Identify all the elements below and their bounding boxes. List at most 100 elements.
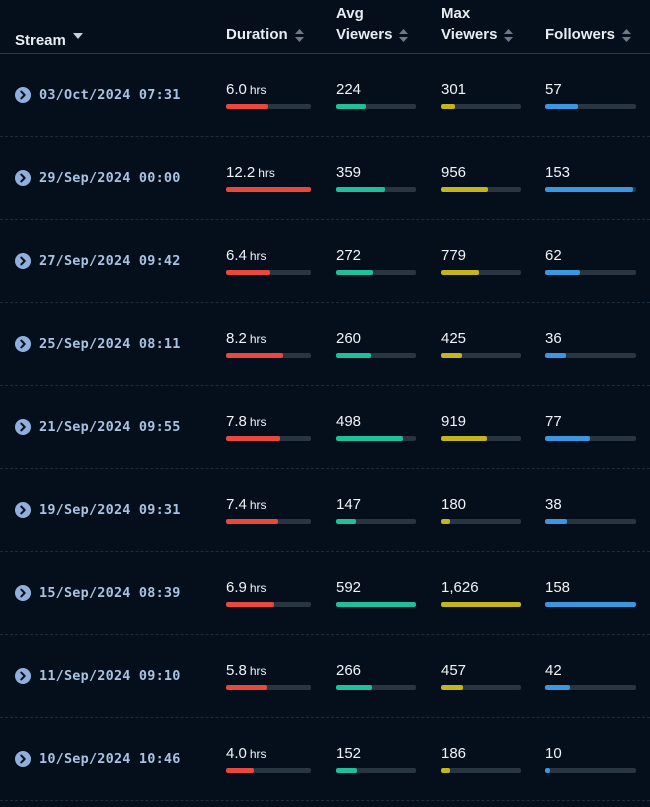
avg-viewers-bar <box>336 602 416 607</box>
expand-chevron-icon[interactable] <box>15 585 31 601</box>
duration-cell: 6.9 hrs <box>226 579 311 607</box>
max-viewers-value: 180 <box>441 496 467 513</box>
table-row[interactable]: 11/Sep/2024 09:10 5.8 hrs 266 457 42 <box>0 635 650 718</box>
stream-date-link[interactable]: 19/Sep/2024 09:31 <box>39 502 181 518</box>
duration-column-header[interactable]: Duration <box>226 24 304 45</box>
followers-bar-fill <box>545 685 570 690</box>
max-viewers-value: 1,626 <box>441 579 479 596</box>
followers-value: 77 <box>545 413 562 430</box>
stream-date-link[interactable]: 11/Sep/2024 09:10 <box>39 668 181 684</box>
table-row[interactable]: 03/Oct/2024 07:31 6.0 hrs 224 301 57 <box>0 54 650 137</box>
expand-chevron-icon[interactable] <box>15 419 31 435</box>
table-row[interactable]: 25/Sep/2024 08:11 8.2 hrs 260 425 36 <box>0 303 650 386</box>
duration-value: 6.9 <box>226 579 247 596</box>
expand-chevron-icon[interactable] <box>15 502 31 518</box>
followers-bar-fill <box>545 270 581 275</box>
max-viewers-bar-fill <box>441 768 450 773</box>
duration-unit: hrs <box>249 581 267 595</box>
duration-bar-fill <box>226 602 275 607</box>
duration-unit: hrs <box>249 83 267 97</box>
max-viewers-bar <box>441 768 521 773</box>
duration-bar-fill <box>226 104 268 109</box>
avg-viewers-value: 147 <box>336 496 362 513</box>
max-viewers-header-label: Max Viewers <box>441 5 498 43</box>
stream-date-link[interactable]: 27/Sep/2024 09:42 <box>39 253 181 269</box>
duration-cell: 4.0 hrs <box>226 745 311 773</box>
duration-value: 4.0 <box>226 745 247 762</box>
duration-value: 7.8 <box>226 413 247 430</box>
followers-bar <box>545 685 636 690</box>
duration-bar-fill <box>226 519 278 524</box>
avg-viewers-cell: 592 <box>336 579 416 607</box>
duration-bar <box>226 602 311 607</box>
avg-viewers-bar-fill <box>336 519 356 524</box>
stream-date-link[interactable]: 25/Sep/2024 08:11 <box>39 336 181 352</box>
stream-column-header[interactable]: Stream <box>15 24 83 51</box>
followers-bar-fill <box>545 353 566 358</box>
expand-chevron-icon[interactable] <box>15 253 31 269</box>
sort-desc-icon <box>72 24 83 45</box>
duration-bar <box>226 104 311 109</box>
sort-icon <box>504 29 514 42</box>
max-viewers-cell: 919 <box>441 413 521 441</box>
stream-date-link[interactable]: 15/Sep/2024 08:39 <box>39 585 181 601</box>
table-row[interactable]: 19/Sep/2024 09:31 7.4 hrs 147 180 38 <box>0 469 650 552</box>
avg-viewers-bar <box>336 436 416 441</box>
stream-date-link[interactable]: 21/Sep/2024 09:55 <box>39 419 181 435</box>
max-viewers-cell: 956 <box>441 164 521 192</box>
max-viewers-cell: 457 <box>441 662 521 690</box>
table-row[interactable]: 10/Sep/2024 10:46 4.0 hrs 152 186 10 <box>0 718 650 801</box>
duration-bar-fill <box>226 187 311 192</box>
stream-date-link[interactable]: 29/Sep/2024 00:00 <box>39 170 181 186</box>
duration-bar-fill <box>226 436 281 441</box>
avg-viewers-bar-fill <box>336 353 372 358</box>
avg-viewers-value: 266 <box>336 662 362 679</box>
avg-viewers-bar-fill <box>336 104 367 109</box>
followers-bar-fill <box>545 187 634 192</box>
avg-viewers-cell: 272 <box>336 247 416 275</box>
followers-cell: 158 <box>545 579 636 607</box>
avg-viewers-cell: 260 <box>336 330 416 358</box>
duration-unit: hrs <box>258 166 275 180</box>
max-viewers-bar-fill <box>441 519 450 524</box>
expand-chevron-icon[interactable] <box>15 751 31 767</box>
max-viewers-column-header[interactable]: Max Viewers <box>441 3 514 45</box>
avg-viewers-bar-fill <box>336 436 404 441</box>
duration-bar-fill <box>226 353 283 358</box>
max-viewers-cell: 425 <box>441 330 521 358</box>
max-viewers-bar <box>441 104 521 109</box>
followers-cell: 10 <box>545 745 636 773</box>
max-viewers-bar-fill <box>441 685 464 690</box>
followers-bar <box>545 187 636 192</box>
table-row[interactable]: 27/Sep/2024 09:42 6.4 hrs 272 779 62 <box>0 220 650 303</box>
max-viewers-bar-fill <box>441 270 480 275</box>
stream-date-link[interactable]: 03/Oct/2024 07:31 <box>39 87 181 103</box>
table-row[interactable]: 21/Sep/2024 09:55 7.8 hrs 498 919 77 <box>0 386 650 469</box>
max-viewers-bar <box>441 270 521 275</box>
table-row[interactable]: 29/Sep/2024 00:00 12.2 hrs 359 956 153 <box>0 137 650 220</box>
expand-chevron-icon[interactable] <box>15 336 31 352</box>
followers-header-label: Followers <box>545 26 616 43</box>
followers-value: 62 <box>545 247 562 264</box>
max-viewers-value: 457 <box>441 662 467 679</box>
avg-viewers-column-header[interactable]: Avg Viewers <box>336 3 409 45</box>
expand-chevron-icon[interactable] <box>15 170 31 186</box>
avg-viewers-bar-fill <box>336 187 385 192</box>
avg-viewers-value: 359 <box>336 164 362 181</box>
followers-cell: 77 <box>545 413 636 441</box>
max-viewers-bar-fill <box>441 436 487 441</box>
avg-viewers-cell: 498 <box>336 413 416 441</box>
expand-chevron-icon[interactable] <box>15 87 31 103</box>
followers-value: 57 <box>545 81 562 98</box>
duration-unit: hrs <box>249 498 267 512</box>
expand-chevron-icon[interactable] <box>15 668 31 684</box>
table-row[interactable]: 15/Sep/2024 08:39 6.9 hrs 592 1,626 158 <box>0 552 650 635</box>
max-viewers-value: 301 <box>441 81 467 98</box>
max-viewers-cell: 186 <box>441 745 521 773</box>
duration-cell: 6.4 hrs <box>226 247 311 275</box>
avg-viewers-cell: 224 <box>336 81 416 109</box>
followers-column-header[interactable]: Followers <box>545 24 632 45</box>
sort-icon <box>294 29 304 42</box>
stream-date-link[interactable]: 10/Sep/2024 10:46 <box>39 751 181 767</box>
